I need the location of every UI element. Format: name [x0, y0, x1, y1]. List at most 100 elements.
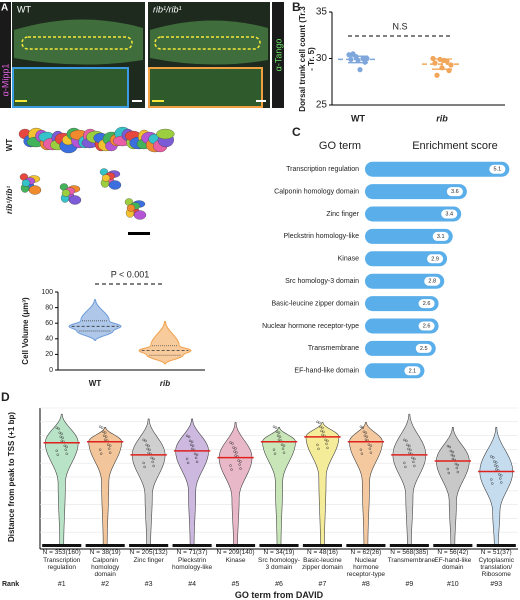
baseline-points [389, 544, 429, 547]
jitter-point [408, 444, 411, 448]
x-tick-label: Cytoplasmic translation/ Ribosome [478, 557, 514, 578]
jitter-point [411, 456, 414, 460]
value-badge [418, 321, 435, 331]
jitter-point [321, 433, 324, 437]
x-tick-label: Calponin homology domain [91, 557, 120, 578]
x-tick-label: Transcription regulation [43, 557, 81, 571]
cell-blob [108, 180, 122, 190]
value-badge [489, 164, 506, 174]
y-axis-label: Dorsal trunk cell count (Tr.3 - Tr. 5) [298, 5, 316, 112]
rank-label: #10 [446, 581, 459, 588]
category-label: EF-hand-like domain [294, 368, 359, 375]
x-tick-label: WT [89, 379, 102, 388]
image-label: WT [17, 4, 31, 14]
violin-body [131, 418, 166, 547]
jitter-point [148, 448, 151, 452]
jitter-point [272, 448, 276, 451]
jitter-point [412, 460, 415, 464]
x-tick-label: rib [160, 379, 170, 388]
jitter-point [449, 449, 453, 453]
baseline-points [129, 544, 169, 547]
jitter-point [368, 447, 372, 450]
jitter-point [186, 461, 190, 465]
jitter-point [232, 446, 235, 449]
panel-label: C [292, 125, 301, 139]
n-label: N = 56(42) [437, 549, 469, 556]
panel-label: D [1, 390, 10, 404]
jitter-point [365, 435, 369, 438]
value-label: 2.6 [423, 301, 431, 307]
category-label: Transcription regulation [286, 166, 359, 173]
jitter-point [234, 454, 237, 457]
value-label: 3.4 [445, 211, 453, 217]
jitter-point [233, 450, 236, 453]
cell-blob [28, 185, 42, 195]
jitter-point [58, 431, 61, 434]
jitter-point [363, 434, 367, 437]
jitter-point [454, 462, 458, 466]
jitter-point [364, 431, 368, 434]
jitter-point [280, 443, 284, 446]
jitter-point [142, 461, 145, 465]
jitter-point [322, 430, 325, 434]
cell-renders [18, 126, 175, 220]
bar [365, 251, 448, 267]
jitter-point [60, 439, 63, 442]
jitter-point [65, 445, 68, 448]
n-label: N = 209(140) [216, 549, 255, 556]
jitter-point [145, 443, 148, 447]
jitter-point [491, 482, 494, 485]
rank-label: #6 [275, 581, 283, 588]
violin-body [305, 422, 340, 547]
x-tick-label: WT [351, 113, 365, 123]
scale-bar [152, 100, 164, 102]
jitter-point [108, 444, 112, 447]
y-tick-label: 40 [45, 336, 53, 343]
violin-body [262, 426, 296, 547]
jitter-point [152, 464, 155, 468]
violin-body [349, 422, 383, 547]
rank-label: #3 [144, 581, 153, 588]
jitter-point [147, 444, 150, 448]
jitter-point [407, 447, 410, 451]
value-badge [418, 299, 435, 309]
jitter-point [55, 426, 58, 429]
n-label: N = 51(37) [480, 549, 512, 556]
render-label: WT [5, 139, 14, 152]
jitter-point [369, 451, 373, 454]
jitter-point [237, 459, 240, 462]
cell-blob [61, 189, 71, 197]
jitter-point [498, 473, 501, 476]
cell-blob [156, 128, 175, 140]
value-badge [427, 254, 444, 264]
jitter-point [282, 451, 286, 454]
rank-label: #93 [490, 581, 503, 588]
jitter-point [103, 438, 107, 441]
jitter-point [403, 461, 406, 465]
image-label: rib¹/rib¹ [153, 4, 182, 14]
jitter-point [193, 452, 197, 456]
jitter-point [492, 456, 495, 459]
violin-body [138, 321, 192, 365]
jitter-point [100, 426, 104, 429]
jitter-point [191, 444, 195, 448]
jitter-point [185, 434, 189, 438]
cell-blob [133, 210, 147, 220]
jitter-point [188, 439, 192, 443]
category-label: Nuclear hormone receptor-type [262, 323, 359, 330]
cell-blob [126, 204, 136, 212]
value-label: 2.5 [420, 346, 428, 352]
baseline-points [172, 544, 212, 547]
violin-body [479, 426, 514, 547]
category-label: Zinc finger [326, 211, 359, 218]
value-label: 2.8 [428, 279, 436, 285]
jitter-point [65, 452, 68, 455]
tissue [150, 20, 268, 65]
jitter-point [60, 432, 63, 435]
stain-label: α-Mipp1 [0, 64, 10, 97]
jitter-point [446, 444, 450, 448]
cell-blob [101, 174, 111, 182]
jitter-point [413, 464, 416, 468]
y-tick-label: 60 [45, 320, 53, 327]
jitter-point [495, 461, 498, 464]
